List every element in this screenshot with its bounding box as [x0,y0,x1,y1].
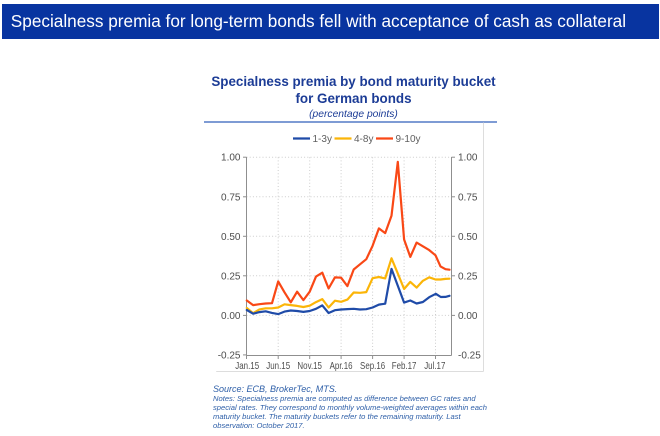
svg-text:0.25: 0.25 [458,271,478,282]
svg-text:Feb.17: Feb.17 [392,360,417,371]
svg-text:1-3y: 1-3y [313,134,332,145]
svg-text:Jul.17: Jul.17 [424,360,445,371]
svg-text:0.00: 0.00 [458,311,478,322]
svg-text:-0.25: -0.25 [218,350,241,361]
svg-text:0.25: 0.25 [221,271,241,282]
svg-text:0.00: 0.00 [221,311,241,322]
svg-text:-0.25: -0.25 [458,350,481,361]
svg-text:1.00: 1.00 [221,153,241,164]
svg-text:Jan.15: Jan.15 [235,360,259,371]
svg-text:Sep.16: Sep.16 [360,360,385,371]
svg-text:Nov.15: Nov.15 [297,360,322,371]
svg-text:9-10y: 9-10y [396,134,421,145]
svg-text:0.75: 0.75 [221,192,241,203]
svg-text:1.00: 1.00 [458,153,478,164]
svg-text:Apr.16: Apr.16 [330,360,353,371]
svg-text:4-8y: 4-8y [354,134,373,145]
svg-text:0.50: 0.50 [458,232,478,243]
svg-text:0.75: 0.75 [458,192,478,203]
svg-text:Jun.15: Jun.15 [266,360,290,371]
svg-text:0.50: 0.50 [221,232,241,243]
